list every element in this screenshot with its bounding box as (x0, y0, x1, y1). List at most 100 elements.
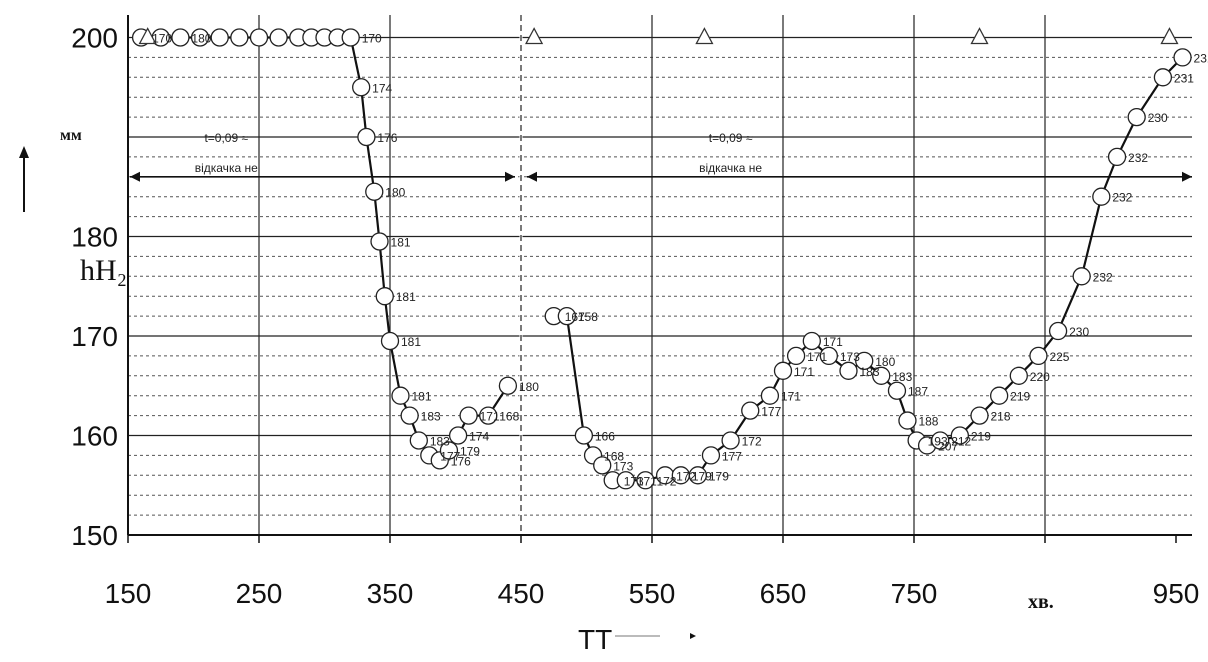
point-label: 168 (604, 449, 624, 463)
point-label: 179 (692, 469, 712, 483)
data-point (357, 127, 376, 147)
data-point (439, 441, 459, 460)
data-point (574, 426, 594, 445)
annotation-text: відкачка не (195, 161, 258, 175)
point-label: 207 (938, 439, 958, 453)
series-line (553, 56, 1184, 482)
data-point (1092, 187, 1111, 206)
y-tick-label: 160 (71, 421, 118, 452)
point-label: 173 (613, 459, 633, 473)
data-point (898, 411, 917, 430)
annotation-text: відкачка не (699, 161, 762, 175)
point-label: 171 (823, 335, 843, 349)
data-point (721, 431, 740, 450)
data-point (636, 471, 655, 490)
x-tick-label: 950 (1153, 578, 1200, 609)
point-label: 220 (1030, 370, 1050, 384)
data-point (479, 406, 498, 425)
data-point (855, 351, 874, 371)
data-point (249, 28, 269, 47)
data-point (459, 406, 478, 425)
x-tick-label: 350 (367, 578, 414, 609)
data-point (760, 386, 780, 405)
y-axis-arrowhead-icon (19, 146, 29, 158)
point-label: 180 (191, 32, 211, 46)
triangle-markers (138, 27, 1179, 45)
x-tick-label: 750 (891, 578, 938, 609)
data-point (688, 466, 707, 485)
point-label: 171 (794, 365, 814, 379)
grid-lines (128, 15, 1192, 535)
point-label: 218 (991, 410, 1011, 424)
annotations: t=0,09 ≈ відкачка не t=0,09 ≈ відкачка не (195, 131, 763, 175)
axes (127, 15, 1192, 543)
y-axis-label: hH₂ (80, 254, 127, 287)
point-label: 179 (460, 444, 480, 458)
data-point (990, 386, 1009, 405)
series-lines (141, 36, 1184, 482)
data-point (701, 446, 721, 465)
x-tick-label: 650 (760, 578, 807, 609)
data-point (872, 366, 891, 385)
triangle-marker (138, 27, 157, 45)
point-label: 183 (892, 370, 912, 384)
point-label: 232 (1093, 270, 1113, 284)
point-label: 158 (578, 310, 598, 324)
point-label: 181 (396, 290, 416, 304)
data-point (557, 306, 576, 326)
data-point (448, 426, 468, 445)
data-point (375, 287, 394, 306)
point-label: 180 (385, 186, 405, 200)
data-point (593, 456, 612, 475)
point-label: 171 (781, 390, 801, 404)
data-point (400, 406, 419, 425)
point-label: 193 (928, 434, 948, 448)
data-point (341, 28, 360, 47)
data-point (190, 28, 210, 47)
x-unit-label: хв. (1028, 591, 1054, 613)
x-tick-label: 250 (236, 578, 283, 609)
point-label: 219 (1010, 390, 1030, 404)
data-point (1009, 366, 1028, 385)
data-point (819, 346, 838, 366)
point-label: 219 (971, 430, 991, 444)
point-label: 181 (401, 335, 421, 349)
y-tick-label: 200 (71, 23, 118, 54)
point-label: 173 (840, 350, 860, 364)
x-tick-label: 150 (105, 578, 152, 609)
tick-labels: 150 250 350 450 550 650 750 950 150 160 170 180 200 (71, 23, 1199, 610)
triangle-marker (525, 27, 544, 45)
data-point (773, 361, 793, 380)
data-point (352, 78, 371, 97)
point-label: 173 (624, 474, 644, 488)
series-points (131, 28, 1192, 490)
point-label: 167 (565, 310, 585, 324)
point-label: 177 (722, 449, 742, 463)
data-point (970, 406, 989, 425)
point-label: 176 (451, 454, 471, 468)
point-label: 212 (951, 434, 971, 448)
x-tick-label: 550 (629, 578, 676, 609)
data-point (950, 426, 969, 445)
point-label: 168 (499, 410, 519, 424)
point-label: 170 (152, 32, 172, 46)
data-point (931, 431, 950, 450)
data-point (1072, 267, 1091, 286)
point-label: 230 (1148, 111, 1168, 125)
data-point (409, 431, 428, 450)
annotation-text: t=0,09 ≈ (204, 131, 248, 145)
series-line (141, 36, 509, 462)
point-label: 180 (519, 380, 539, 394)
range-arrow-right-head-left (527, 171, 537, 182)
y-tick-label: 150 (71, 520, 118, 551)
point-label: 179 (709, 469, 729, 483)
data-point (1127, 107, 1146, 127)
point-label: 232 (1128, 151, 1148, 165)
data-point (1107, 147, 1127, 167)
point-label: 172 (656, 474, 676, 488)
triangle-marker (1160, 27, 1179, 45)
point-label: 171 (807, 350, 827, 364)
data-point (171, 28, 190, 47)
range-arrow-left-head-left (130, 171, 140, 182)
data-point (1029, 346, 1048, 366)
